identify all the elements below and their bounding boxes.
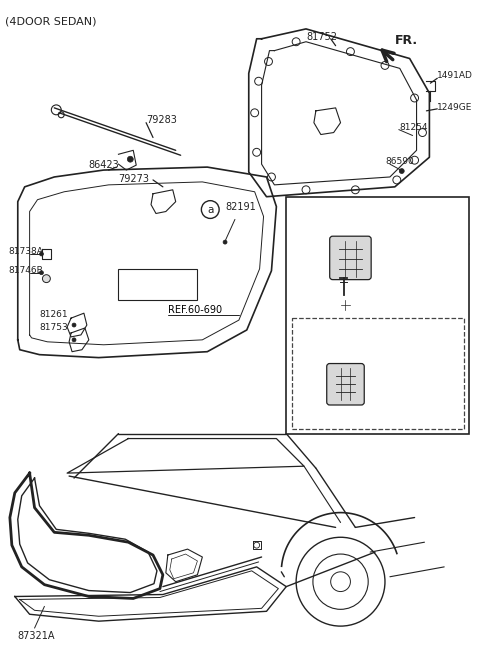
- Circle shape: [72, 323, 76, 327]
- Text: 79273: 79273: [119, 174, 149, 184]
- Text: 82191: 82191: [225, 201, 256, 212]
- Circle shape: [354, 234, 362, 241]
- Text: 87321A: 87321A: [18, 631, 55, 641]
- Text: 81230: 81230: [291, 377, 322, 387]
- Circle shape: [289, 199, 307, 217]
- Circle shape: [223, 240, 227, 244]
- Bar: [292, 318, 464, 428]
- Text: a: a: [207, 205, 214, 215]
- Bar: [286, 197, 469, 434]
- Circle shape: [39, 252, 43, 256]
- Circle shape: [202, 201, 219, 218]
- Circle shape: [399, 169, 404, 174]
- Circle shape: [72, 338, 76, 342]
- Text: 81210B: 81210B: [291, 300, 329, 310]
- Text: 54220: 54220: [291, 277, 322, 287]
- Text: 79283: 79283: [146, 115, 177, 125]
- Text: 1125DA: 1125DA: [375, 230, 414, 239]
- Text: 81746B: 81746B: [8, 266, 43, 276]
- FancyBboxPatch shape: [327, 363, 364, 405]
- Text: 86590: 86590: [385, 157, 414, 166]
- Text: 1491AD: 1491AD: [437, 72, 473, 80]
- Circle shape: [127, 156, 133, 162]
- Text: 81738A: 81738A: [8, 247, 43, 255]
- Text: (W/KEYLESS ENTRY
      -T/OPEN): (W/KEYLESS ENTRY -T/OPEN): [296, 322, 390, 344]
- FancyBboxPatch shape: [330, 236, 371, 279]
- Circle shape: [336, 297, 354, 314]
- Text: 1249GE: 1249GE: [437, 103, 473, 112]
- Text: REF.60-690: REF.60-690: [168, 305, 222, 316]
- Text: 81230: 81230: [291, 251, 322, 261]
- Text: 86423: 86423: [89, 160, 120, 170]
- Text: (4DOOR SEDAN): (4DOOR SEDAN): [5, 16, 96, 26]
- Circle shape: [39, 271, 43, 275]
- Text: 81261: 81261: [39, 310, 68, 319]
- Text: 81753: 81753: [39, 323, 68, 332]
- Text: a: a: [295, 203, 301, 214]
- Text: 81752: 81752: [306, 32, 337, 42]
- Circle shape: [42, 275, 50, 283]
- Text: FR.: FR.: [395, 34, 418, 47]
- Bar: [119, 269, 197, 300]
- Text: 81254: 81254: [400, 123, 428, 132]
